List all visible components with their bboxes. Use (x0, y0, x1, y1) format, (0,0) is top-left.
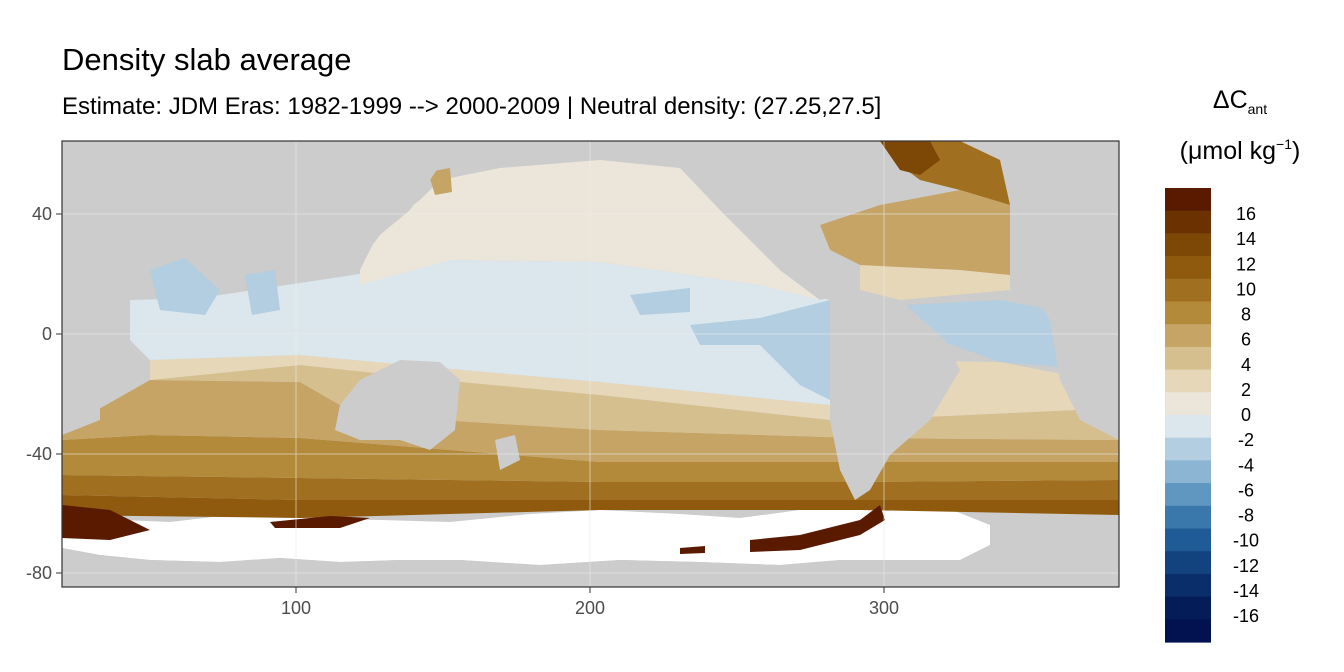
legend-swatch-15 (1165, 528, 1211, 552)
legend-label-12: 12 (1236, 254, 1256, 274)
legend-label-8: 8 (1241, 305, 1251, 325)
legend-swatch-14 (1165, 505, 1211, 530)
land-new-zealand (495, 435, 520, 470)
legend-label-14: 14 (1236, 229, 1256, 249)
legend-label-10: 10 (1236, 279, 1256, 299)
legend-swatch-1 (1165, 210, 1211, 234)
legend-label-16: 16 (1236, 204, 1256, 224)
x-tick-label-300: 300 (869, 598, 899, 618)
legend-swatch-3 (1165, 256, 1211, 280)
legend-label--16: -16 (1233, 606, 1259, 626)
ocean-patch-east-pacific (690, 300, 830, 400)
legend-swatch-0 (1165, 188, 1211, 212)
legend-unit-open: (μmol kg (1179, 137, 1277, 165)
ocean-patch-west-16 (62, 505, 150, 540)
legend-labels: 16 14 12 10 8 6 4 2 0 -2 -4 -6 -8 -10 -12 -14 -16 (1233, 204, 1259, 626)
y-tick-label-0: 0 (42, 324, 52, 344)
legend-swatch-4 (1165, 278, 1211, 303)
legend-swatch-11 (1165, 437, 1211, 461)
legend-swatch-10 (1165, 415, 1211, 439)
legend-colorbar (1165, 188, 1211, 643)
plot-title: Density slab average (62, 42, 352, 77)
legend-label--10: -10 (1233, 531, 1259, 551)
ocean-patch-sea-of-okhotsk (428, 168, 452, 195)
legend-unit-close: ) (1292, 137, 1301, 165)
legend-label--6: -6 (1238, 480, 1254, 500)
legend-swatch-2 (1165, 233, 1211, 257)
plot-subtitle: Estimate: JDM Eras: 1982-1999 --> 2000-2… (62, 93, 882, 120)
legend-label--12: -12 (1233, 556, 1259, 576)
y-tick-label-neg80: -80 (26, 563, 52, 583)
legend-swatch-5 (1165, 301, 1211, 325)
ocean-patch-arabian-sea (150, 258, 220, 315)
legend-label-4: 4 (1241, 355, 1251, 375)
legend-label--4: -4 (1238, 455, 1254, 475)
legend-label--8: -8 (1238, 506, 1254, 526)
ocean-band-north-atlantic-6 (820, 190, 1010, 275)
legend-swatch-17 (1165, 573, 1211, 598)
legend-label-6: 6 (1241, 330, 1251, 350)
x-tick-label-100: 100 (281, 598, 311, 618)
legend-label--14: -14 (1233, 581, 1259, 601)
legend-title-variable: ΔCant (1150, 86, 1330, 117)
legend-swatch-6 (1165, 324, 1211, 348)
land-australia (335, 360, 460, 450)
x-axis: 100 200 300 (281, 587, 899, 618)
legend-label-0: 0 (1241, 405, 1251, 425)
legend-title-subscript: ant (1247, 101, 1268, 117)
land-europe-africa-east (1010, 141, 1119, 440)
legend-unit-superscript: −1 (1276, 136, 1292, 152)
legend-swatch-8 (1165, 369, 1211, 393)
legend-title-unit: (μmol kg−1) (1150, 136, 1330, 166)
y-tick-label-neg40: -40 (26, 444, 52, 464)
legend-swatch-13 (1165, 483, 1211, 507)
ocean-patch-small-16 (680, 546, 705, 554)
y-tick-label-40: 40 (32, 204, 52, 224)
land-north-america (680, 141, 880, 300)
ocean-band-nordic-14 (880, 141, 940, 175)
land-eurasia (62, 141, 880, 275)
legend-swatch-18 (1165, 596, 1211, 620)
ocean-patch-bay-of-bengal (245, 270, 280, 315)
y-axis: 40 0 -40 -80 (26, 204, 62, 583)
land-south-america (830, 290, 960, 500)
legend-swatch-16 (1165, 551, 1211, 575)
legend-swatch-9 (1165, 392, 1211, 416)
legend-label--2: -2 (1238, 430, 1254, 450)
legend-swatch-19 (1165, 619, 1211, 643)
ocean-patch-weddell-16 (750, 505, 885, 552)
legend-swatch-12 (1165, 460, 1211, 484)
ocean-patch-ross-16 (270, 516, 370, 528)
legend-title-main: ΔC (1212, 86, 1248, 114)
ocean-patch-north-pacific (630, 288, 690, 315)
ocean-band-north-atlantic-2 (860, 265, 1010, 300)
legend-swatch-7 (1165, 346, 1211, 371)
x-tick-label-200: 200 (575, 598, 605, 618)
legend-label-2: 2 (1241, 380, 1251, 400)
gridlines (62, 141, 1119, 587)
